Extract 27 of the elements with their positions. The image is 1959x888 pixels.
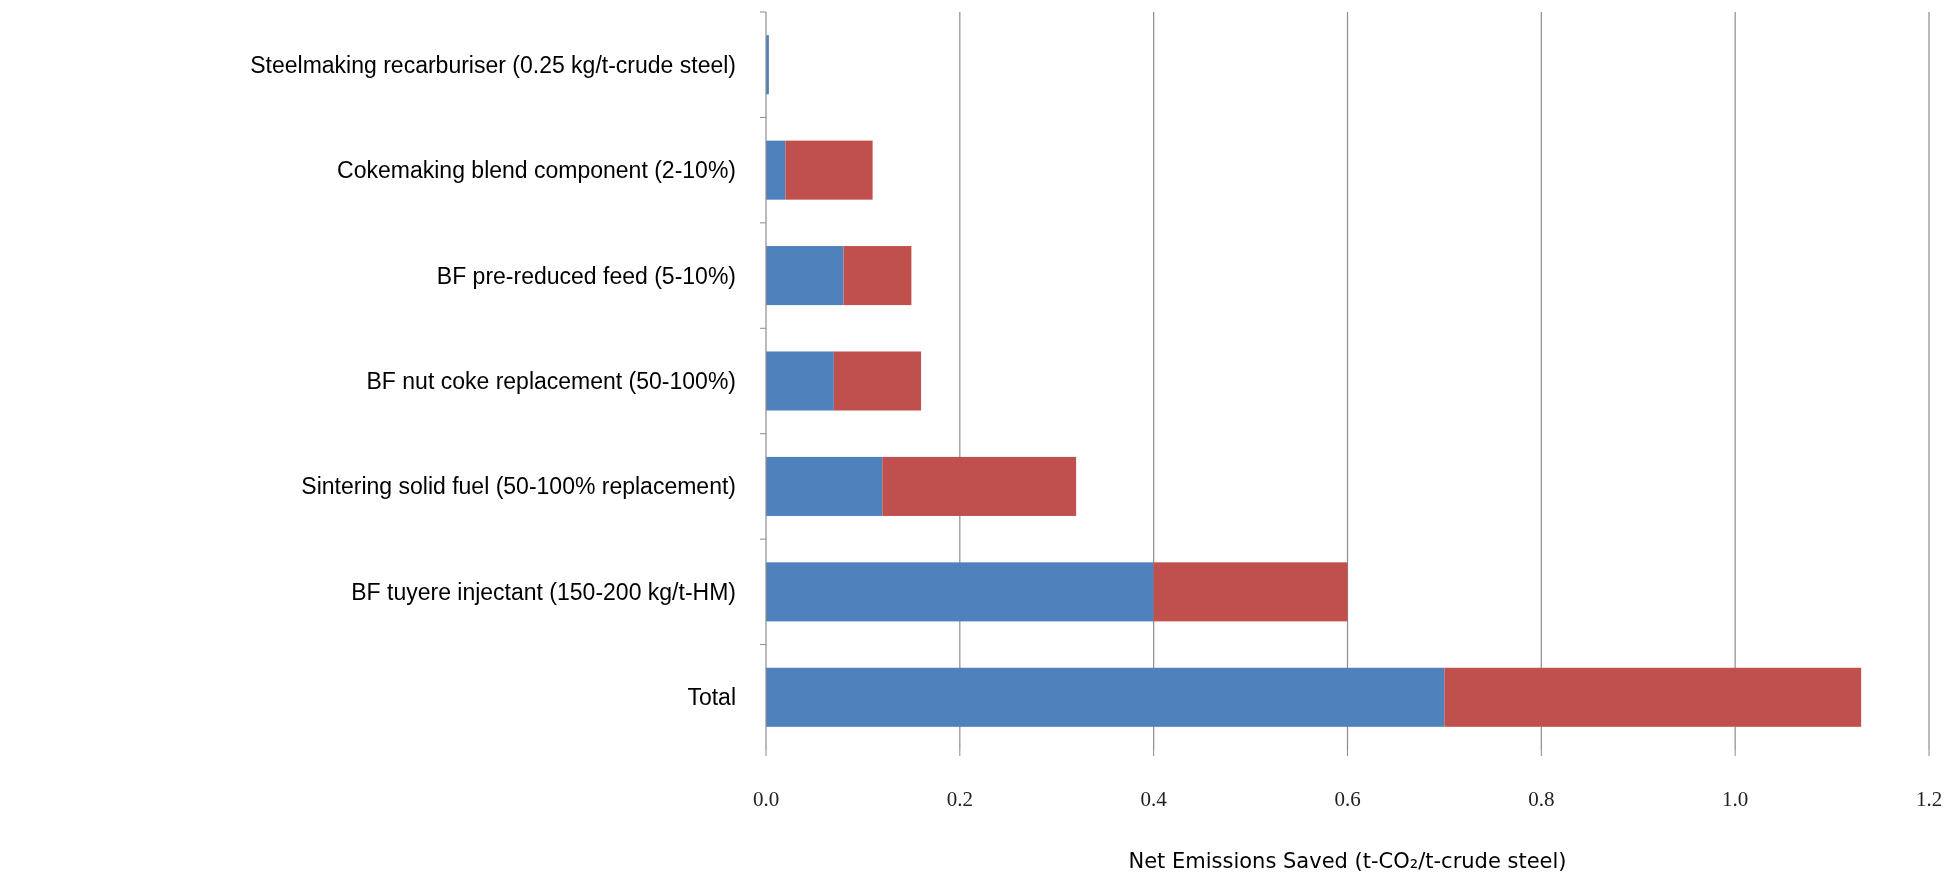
bar (766, 667, 1445, 727)
bar (1444, 667, 1862, 727)
x-tick-label: 0.6 (1334, 787, 1361, 811)
x-tick-label: 1.0 (1722, 787, 1749, 811)
x-tick-label: 1.2 (1915, 787, 1943, 811)
y-tick-label: Total (687, 684, 736, 711)
bar (766, 562, 1154, 622)
bar (843, 246, 912, 306)
bar (882, 456, 1077, 516)
y-tick-label: Sintering solid fuel (50-100% replacement) (301, 473, 736, 500)
bar (766, 456, 883, 516)
y-tick-label: Steelmaking recarburiser (0.25 kg/t-crude steel) (250, 51, 736, 78)
x-tick-label: 0.0 (752, 787, 780, 811)
y-tick-label: BF nut coke replacement (50-100%) (366, 368, 736, 394)
y-tick-label: BF pre-reduced feed (5-10%) (436, 262, 736, 289)
y-tick-label: Cokemaking blend component (2-10%) (337, 157, 736, 184)
x-tick-label: 0.4 (1140, 787, 1168, 811)
bar (785, 140, 873, 200)
bar (766, 246, 844, 306)
x-tick-label: 0.2 (946, 787, 973, 811)
bar (1153, 562, 1348, 622)
bar (766, 351, 834, 411)
bar (833, 351, 922, 411)
bar (766, 140, 786, 200)
y-tick-label: BF tuyere injectant (150-200 kg/t-HM) (351, 578, 736, 605)
x-tick-label: 0.8 (1528, 787, 1555, 811)
x-axis-title: Net Emissions Saved (t-CO₂/t-crude steel) (1128, 849, 1567, 873)
